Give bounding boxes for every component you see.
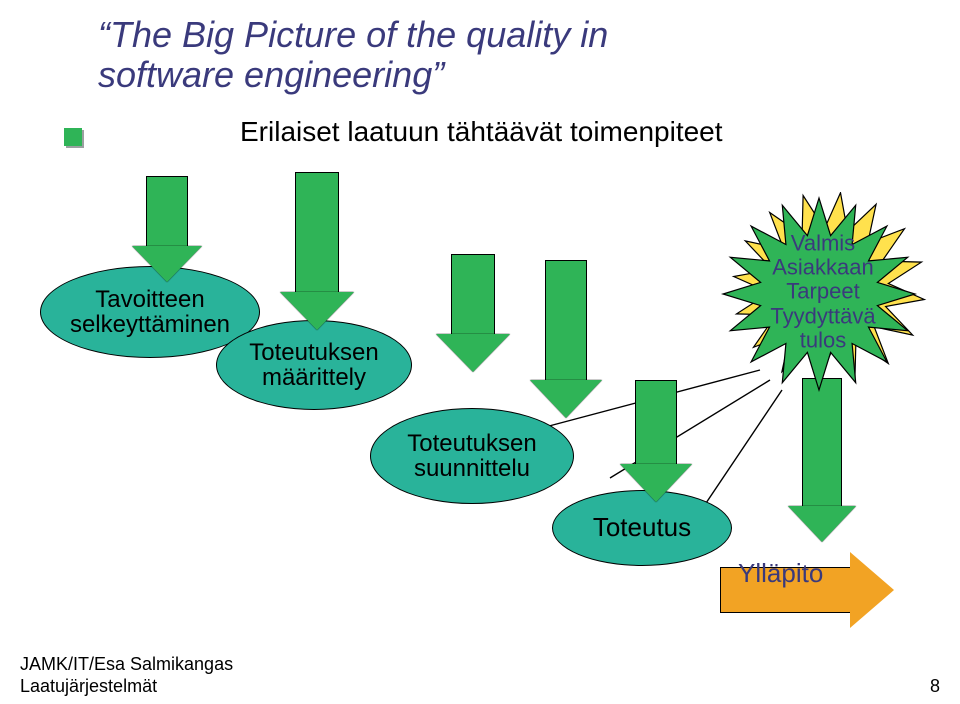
down-arrow-4 (530, 260, 602, 418)
slide-title-line2: software engineering” (98, 54, 444, 96)
slide-title-line1: “The Big Picture of the quality in (98, 14, 608, 56)
down-arrow-5 (620, 380, 692, 502)
process-oval-o2: Toteutuksenmäärittely (216, 320, 412, 410)
down-arrow-3 (436, 254, 510, 372)
starburst-text: ValmisAsiakkaanTarpeetTyydyttävätulos (718, 232, 928, 353)
down-arrow-1 (132, 176, 202, 282)
arrow-head-icon (850, 552, 894, 628)
down-arrow-2 (280, 172, 354, 330)
maintenance-arrow: Ylläpito (720, 552, 894, 628)
bullet-icon (64, 128, 82, 146)
page-number: 8 (930, 676, 940, 697)
down-arrow-6 (788, 378, 856, 542)
footer-topic: Laatujärjestelmät (20, 676, 157, 697)
footer-author: JAMK/IT/Esa Salmikangas (20, 654, 233, 675)
slide-stage: “The Big Picture of the quality in softw… (0, 0, 960, 704)
result-starburst: ValmisAsiakkaanTarpeetTyydyttävätulos (718, 192, 928, 392)
maintenance-arrow-label: Ylläpito (738, 558, 823, 589)
process-oval-o3: Toteutuksensuunnittelu (370, 408, 574, 504)
slide-subtitle: Erilaiset laatuun tähtäävät toimenpiteet (240, 116, 723, 148)
